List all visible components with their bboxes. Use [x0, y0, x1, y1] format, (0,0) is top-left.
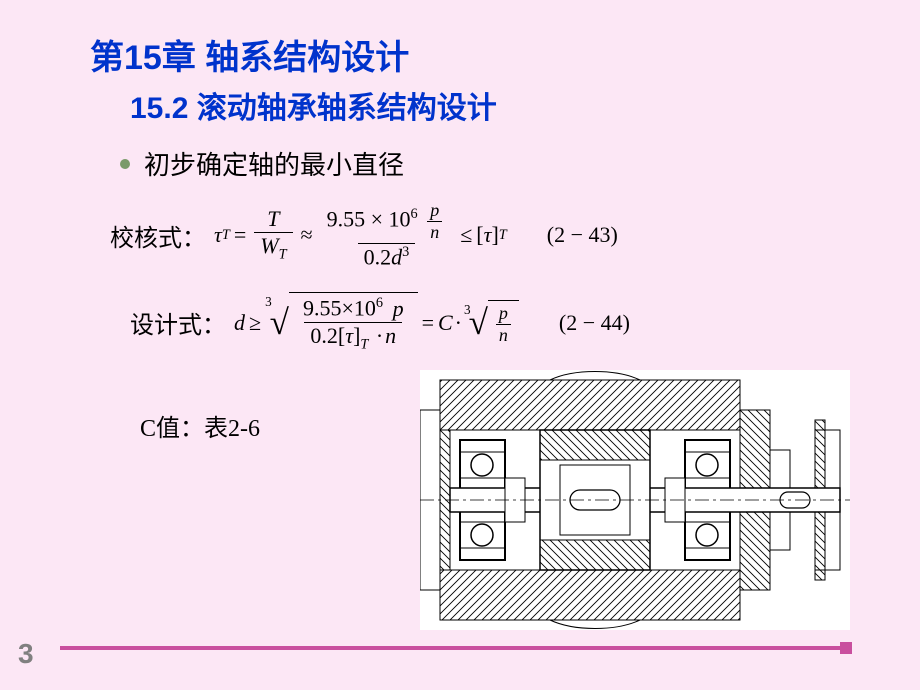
d2: d	[234, 310, 245, 336]
cuberoot-2: 3 √ p n	[464, 300, 519, 346]
frac-design: 9.55×106 p 0.2[τ]T ·n	[297, 295, 410, 353]
page-number: 3	[18, 638, 34, 670]
n2: n	[385, 323, 396, 348]
sub-T2: T	[279, 247, 287, 263]
C: C	[438, 310, 453, 336]
cuberoot-1: 3 √ 9.55×106 p 0.2[τ]T ·n	[265, 292, 417, 353]
dot1: ·	[376, 323, 383, 348]
bullet-text: 初步确定轴的最小直径	[144, 145, 404, 182]
n3: n	[499, 325, 508, 345]
cube: 3	[402, 244, 409, 260]
p3: p	[499, 303, 508, 323]
frac-main: 9.55 × 106 p n 0.2d3	[321, 200, 453, 270]
diagram-svg	[420, 370, 850, 630]
eq1-label: 校核式：	[110, 218, 206, 253]
eq2-body: d ≥ 3 √ 9.55×106 p 0.2[τ]T ·n	[234, 292, 519, 353]
coef: 9.55 × 10	[327, 207, 411, 232]
approx: ≈	[301, 222, 313, 248]
tau3: τ	[345, 323, 353, 348]
accent-rule-end	[840, 642, 852, 654]
chapter-title: 第15章 轴系结构设计	[90, 30, 860, 79]
sub-T4: T	[360, 336, 368, 352]
W: W	[260, 233, 278, 258]
frac-T-over-WT: T WT	[254, 206, 292, 263]
frac-p-n: p n	[427, 200, 442, 243]
eq2-number: (2 − 44)	[559, 310, 630, 336]
d: d	[391, 244, 402, 269]
eq2-label: 设计式：	[130, 305, 226, 340]
le: ≤	[460, 222, 472, 248]
frac-p-n-2: p n	[496, 303, 511, 346]
slide: 第15章 轴系结构设计 15.2 滚动轴承轴系结构设计 初步确定轴的最小直径 校…	[0, 0, 920, 690]
tau: τ	[214, 222, 222, 248]
dot2: ·	[455, 310, 462, 336]
den-coef: 0.2	[364, 244, 392, 269]
bullet-dot-icon	[120, 159, 130, 169]
den-coef2: 0.2	[310, 323, 338, 348]
eq2-equals: =	[422, 310, 434, 336]
section-title: 15.2 滚动轴承轴系结构设计	[130, 83, 860, 127]
equation-design: 设计式： d ≥ 3 √ 9.55×106 p 0.2[τ]T ·n	[130, 292, 860, 353]
p2: p	[393, 296, 404, 321]
sub-T: T	[222, 227, 230, 244]
exp6b: 6	[376, 295, 383, 311]
eq1-number: (2 − 43)	[547, 222, 618, 248]
sub-T3: T	[499, 227, 507, 244]
ge: ≥	[249, 310, 261, 336]
shaft-bearing-diagram	[420, 370, 850, 630]
rbr: ]	[491, 222, 498, 248]
n: n	[430, 222, 439, 242]
num-coef: 9.55×10	[303, 296, 376, 321]
bullet-row: 初步确定轴的最小直径	[120, 145, 860, 182]
p: p	[430, 200, 439, 220]
lbr: [	[476, 222, 483, 248]
equals: =	[234, 222, 246, 248]
equation-check: 校核式： τT = T WT ≈ 9.55 × 106 p n 0.2d3	[110, 200, 860, 270]
tau2: τ	[484, 222, 492, 248]
T: T	[267, 206, 279, 231]
exp6: 6	[411, 206, 418, 222]
eq1-body: τT = T WT ≈ 9.55 × 106 p n 0.2d3 ≤	[214, 200, 507, 270]
accent-rule	[60, 646, 840, 650]
